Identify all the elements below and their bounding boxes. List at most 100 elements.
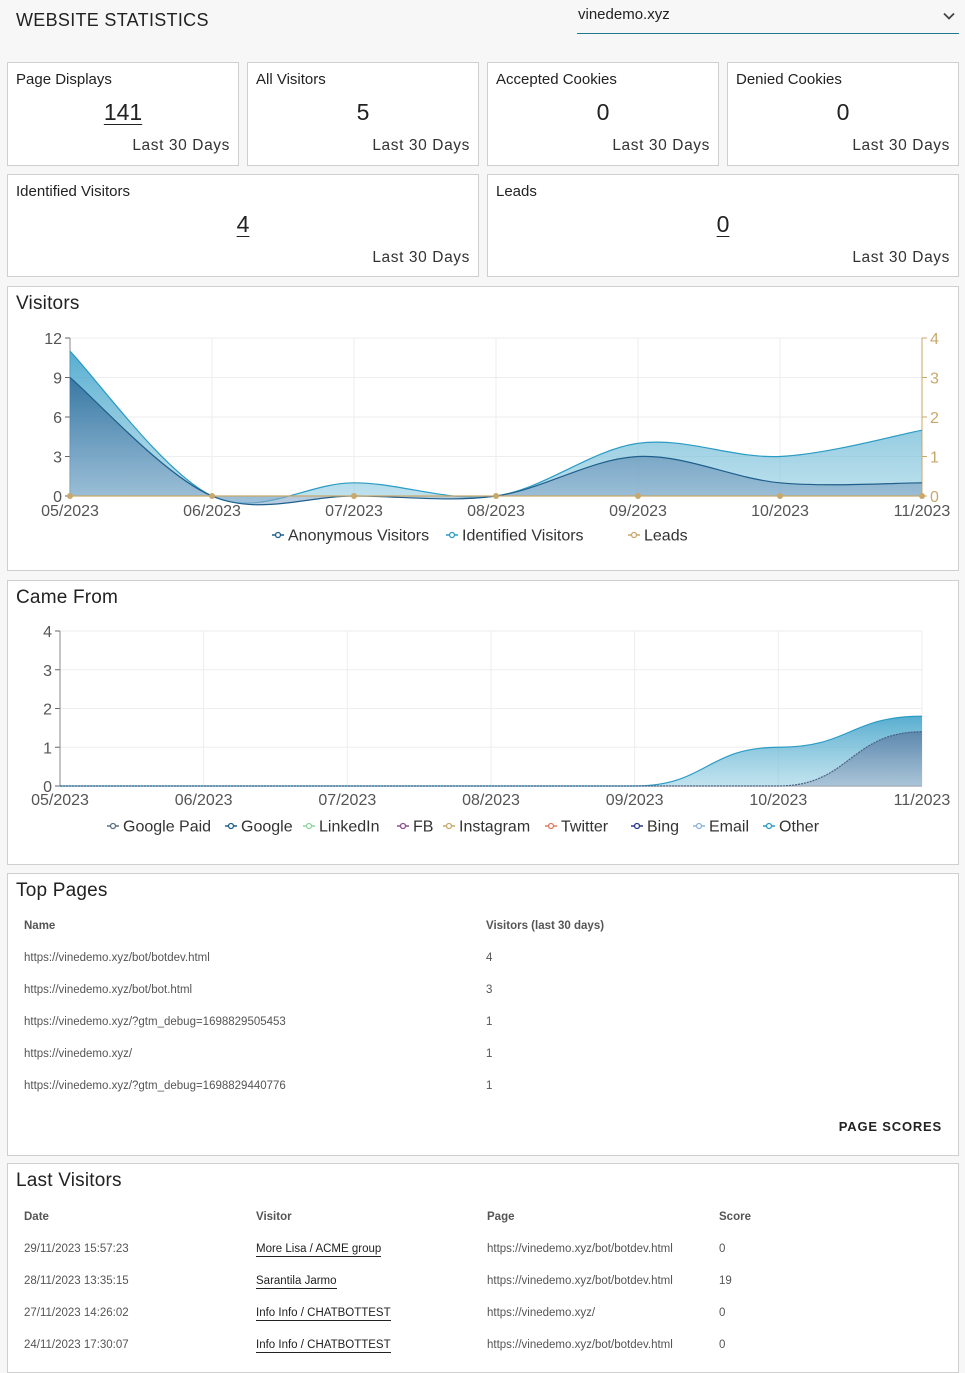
- column-header-name: Name: [24, 920, 56, 932]
- legend-marker: [765, 822, 773, 830]
- x-tick-label: 09/2023: [609, 503, 667, 520]
- y-right-tick-label: 0: [930, 489, 939, 506]
- section-title: Last Visitors: [16, 1170, 122, 1191]
- legend-item: Google Paid: [107, 819, 211, 836]
- legend-marker: [547, 822, 555, 830]
- section-title: Visitors: [16, 293, 80, 314]
- stat-period: Last 30 Days: [132, 137, 230, 154]
- table-row-page: https://vinedemo.xyz/bot/bot.html: [24, 984, 193, 996]
- visitors-chart-card: Visitors 0 3 6 9 12 0 1 2 3 4 05/2023 06/2023 07/202…: [7, 286, 959, 571]
- x-tick-label: 06/2023: [183, 503, 241, 520]
- stat-card-identified-visitors: Identified Visitors 4 Last 30 Days: [7, 174, 479, 277]
- legend-item: Twitter: [545, 819, 609, 836]
- visit-score: 0: [719, 1307, 726, 1319]
- legend-label: Other: [779, 819, 820, 836]
- y-tick-label: 3: [43, 663, 52, 680]
- visit-score: 0: [719, 1243, 726, 1255]
- column-header-date: Date: [24, 1211, 49, 1223]
- leads-point: [919, 493, 925, 499]
- legend-label: FB: [413, 819, 433, 836]
- visit-page: https://vinedemo.xyz/bot/botdev.html: [487, 1275, 673, 1287]
- legend-label: Twitter: [561, 819, 609, 836]
- legend-label: Email: [709, 819, 749, 836]
- y-right-tick-label: 3: [930, 371, 939, 388]
- site-select[interactable]: vinedemo.xyz: [577, 0, 959, 34]
- stat-value-link[interactable]: 141: [103, 99, 143, 125]
- table-row-page: https://vinedemo.xyz/?gtm_debug=16988294…: [24, 1080, 286, 1092]
- visit-page: https://vinedemo.xyz/bot/botdev.html: [487, 1339, 673, 1351]
- stat-card-denied-cookies: Denied Cookies 0 Last 30 Days: [727, 62, 959, 166]
- legend-marker: [445, 822, 453, 830]
- stat-card-all-visitors: All Visitors 5 Last 30 Days: [247, 62, 479, 166]
- legend-label: Identified Visitors: [462, 528, 584, 545]
- leads-point: [67, 493, 73, 499]
- visit-score: 0: [719, 1339, 726, 1351]
- stat-card-accepted-cookies: Accepted Cookies 0 Last 30 Days: [487, 62, 719, 166]
- visit-date: 28/11/2023 13:35:15: [24, 1275, 129, 1287]
- column-header-page: Page: [487, 1211, 515, 1223]
- visit-score: 19: [719, 1275, 732, 1287]
- legend-item: Email: [693, 819, 749, 836]
- chevron-down-icon[interactable]: [941, 8, 957, 29]
- legend-marker: [695, 822, 703, 830]
- y-tick-label: 9: [53, 371, 62, 388]
- y-tick-label: 4: [43, 624, 52, 641]
- stat-value: 0: [836, 99, 850, 125]
- visitor-link[interactable]: More Lisa / ACME group: [256, 1243, 382, 1257]
- legend-item: Identified Visitors: [446, 528, 584, 545]
- stat-period: Last 30 Days: [612, 137, 710, 154]
- y-tick-label: 6: [53, 410, 62, 427]
- y-tick-label: 2: [43, 702, 52, 719]
- x-tick-label: 09/2023: [606, 792, 664, 809]
- legend-label: LinkedIn: [319, 819, 380, 836]
- column-header-visitor: Visitor: [256, 1211, 292, 1223]
- visitor-link[interactable]: Info Info / CHATBOTTEST: [256, 1307, 391, 1321]
- legend-item: Google: [225, 819, 293, 836]
- stat-value-link[interactable]: 4: [236, 211, 250, 237]
- x-tick-label: 08/2023: [462, 792, 520, 809]
- legend-label: Bing: [647, 819, 679, 836]
- x-tick-label: 10/2023: [749, 792, 807, 809]
- stat-value-link[interactable]: 0: [716, 211, 730, 237]
- site-select-value: vinedemo.xyz: [578, 6, 670, 23]
- page-scores-button[interactable]: PAGE SCORES: [838, 1119, 942, 1134]
- legend-label: Instagram: [459, 819, 530, 836]
- identified-visitors-area: [70, 351, 922, 504]
- visit-page: https://vinedemo.xyz/: [487, 1307, 596, 1319]
- visit-date: 29/11/2023 15:57:23: [24, 1243, 129, 1255]
- google-area: [60, 731, 922, 786]
- y-tick-label: 0: [53, 489, 62, 506]
- table-row-count: 1: [486, 1048, 493, 1060]
- legend-label: Google Paid: [123, 819, 211, 836]
- table-row-page: https://vinedemo.xyz/bot/botdev.html: [24, 952, 210, 964]
- top-pages-card: Top Pages Name Visitors (last 30 days) h…: [7, 873, 959, 1156]
- legend-label: Anonymous Visitors: [288, 528, 429, 545]
- x-tick-label: 07/2023: [325, 503, 383, 520]
- legend-item: Leads: [628, 528, 688, 545]
- legend-marker: [630, 531, 638, 539]
- y-tick-label: 0: [43, 779, 52, 796]
- y-right-tick-label: 1: [930, 450, 939, 467]
- x-tick-label: 05/2023: [31, 792, 89, 809]
- section-title: Came From: [16, 587, 119, 608]
- stat-label: Leads: [496, 183, 537, 200]
- stat-label: Accepted Cookies: [496, 71, 617, 88]
- stat-label: All Visitors: [256, 71, 326, 88]
- y-tick-label: 12: [44, 331, 62, 348]
- visitor-link[interactable]: Info Info / CHATBOTTEST: [256, 1339, 391, 1353]
- stat-label: Page Displays: [16, 71, 112, 88]
- visitor-link[interactable]: Sarantila Jarmo: [256, 1275, 337, 1289]
- anonymous-visitors-area: [70, 377, 922, 505]
- stat-label: Identified Visitors: [16, 183, 130, 200]
- visit-page: https://vinedemo.xyz/bot/botdev.html: [487, 1243, 673, 1255]
- x-tick-label: 11/2023: [894, 792, 951, 809]
- stat-label: Denied Cookies: [736, 71, 842, 88]
- x-tick-label: 06/2023: [175, 792, 233, 809]
- table-row-count: 1: [486, 1016, 493, 1028]
- legend-item: FB: [397, 819, 433, 836]
- came-from-chart-card: Came From 0 1 2 3 4 05/2023 06/2023 07/2023 08/2…: [7, 580, 959, 865]
- y-tick-label: 1: [43, 740, 52, 757]
- legend-marker: [305, 822, 313, 830]
- y-right-tick-label: 2: [930, 410, 939, 427]
- legend-item: Anonymous Visitors: [272, 528, 429, 545]
